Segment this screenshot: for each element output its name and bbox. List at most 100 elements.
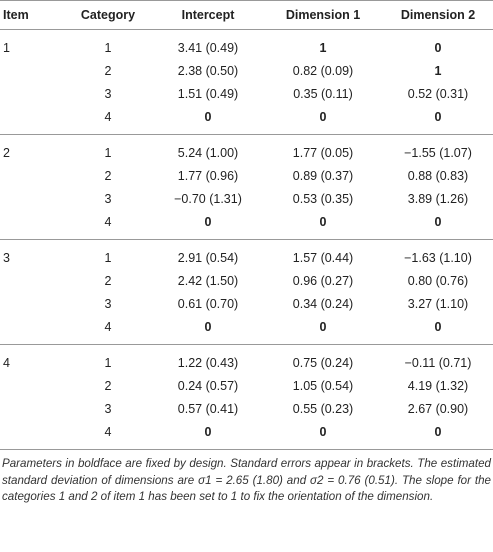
item-cell — [0, 210, 63, 240]
table-row: 4 0 0 0 — [0, 315, 493, 345]
table-cell: 0.53 (0.35) — [292, 191, 354, 206]
table-cell: 3 — [104, 296, 112, 311]
table-cell: 0.88 (0.83) — [407, 168, 469, 183]
table-cell: 0 — [434, 40, 442, 55]
table-cell: 3.41 (0.49) — [177, 40, 239, 55]
item-cell — [0, 164, 63, 187]
table-cell: 1.77 (0.05) — [292, 145, 354, 160]
table-cell: 1 — [104, 250, 112, 265]
item-cell: 4 — [3, 355, 10, 370]
column-header: Dimension 1 — [263, 0, 383, 30]
table-row: 3 0.61 (0.70) 0.34 (0.24) 3.27 (1.10) — [0, 292, 493, 315]
table-cell: 0.57 (0.41) — [177, 401, 239, 416]
table-row: 4 0 0 0 — [0, 105, 493, 135]
table-row: 4 1 1.22 (0.43) 0.75 (0.24) −0.11 (0.71) — [0, 345, 493, 375]
item-cell — [0, 82, 63, 105]
table-cell: 1 — [319, 40, 327, 55]
table-row: 3 0.57 (0.41) 0.55 (0.23) 2.67 (0.90) — [0, 397, 493, 420]
item-group: 1 1 3.41 (0.49) 1 0 2 2.38 (0.50) 0.82 (0.09) 1 3… — [0, 30, 493, 135]
table-cell: 0 — [434, 109, 442, 124]
table-cell: 2 — [104, 273, 112, 288]
table-row: 1 1 3.41 (0.49) 1 0 — [0, 30, 493, 60]
table-row: 3 1.51 (0.49) 0.35 (0.11) 0.52 (0.31) — [0, 82, 493, 105]
table-cell: 0.89 (0.37) — [292, 168, 354, 183]
item-cell — [0, 187, 63, 210]
column-header: Item — [0, 0, 63, 30]
table-cell: 3 — [104, 401, 112, 416]
table-row: 2 0.24 (0.57) 1.05 (0.54) 4.19 (1.32) — [0, 374, 493, 397]
table-row: 2 1.77 (0.96) 0.89 (0.37) 0.88 (0.83) — [0, 164, 493, 187]
table-cell: 0.34 (0.24) — [292, 296, 354, 311]
table-cell: 4 — [104, 109, 112, 124]
table-cell: 0 — [434, 424, 442, 439]
table-cell: 2 — [104, 378, 112, 393]
table-cell: 0.61 (0.70) — [177, 296, 239, 311]
item-cell: 2 — [3, 145, 10, 160]
table-cell: 2.91 (0.54) — [177, 250, 239, 265]
table-cell: 0.82 (0.09) — [292, 63, 354, 78]
table-row: 2 2.38 (0.50) 0.82 (0.09) 1 — [0, 59, 493, 82]
table-cell: 2.42 (1.50) — [177, 273, 239, 288]
table-cell: 4 — [104, 319, 112, 334]
table-cell: 3.89 (1.26) — [407, 191, 469, 206]
item-cell: 1 — [3, 40, 10, 55]
table-cell: 2.38 (0.50) — [177, 63, 239, 78]
table-cell: 0 — [434, 214, 442, 229]
item-cell — [0, 269, 63, 292]
parameter-table: Item Category Intercept Dimension 1 Dimensio… — [0, 0, 493, 450]
column-header: Dimension 2 — [383, 0, 493, 30]
table-cell: 0.75 (0.24) — [292, 355, 354, 370]
table-cell: 0 — [204, 214, 212, 229]
table-cell: 3 — [104, 191, 112, 206]
table-cell: 0 — [204, 424, 212, 439]
table-cell: 0.55 (0.23) — [292, 401, 354, 416]
table-cell: 0.52 (0.31) — [407, 86, 469, 101]
table-row: 4 0 0 0 — [0, 420, 493, 450]
item-cell — [0, 315, 63, 345]
table-cell: 3.27 (1.10) — [407, 296, 469, 311]
table-cell: 1.51 (0.49) — [177, 86, 239, 101]
item-cell — [0, 397, 63, 420]
item-cell — [0, 59, 63, 82]
table-cell: 4 — [104, 214, 112, 229]
table-row: 3 1 2.91 (0.54) 1.57 (0.44) −1.63 (1.10) — [0, 240, 493, 270]
item-cell — [0, 292, 63, 315]
item-group: 2 1 5.24 (1.00) 1.77 (0.05) −1.55 (1.07) 2 1.7… — [0, 135, 493, 240]
table-cell: 0 — [319, 214, 327, 229]
column-header: Intercept — [153, 0, 263, 30]
table-cell: 1 — [434, 63, 442, 78]
table-cell: 4 — [104, 424, 112, 439]
table-cell: 1 — [104, 355, 112, 370]
table-cell: 1.77 (0.96) — [177, 168, 239, 183]
table-cell: 1.57 (0.44) — [292, 250, 354, 265]
table-cell: 0.24 (0.57) — [177, 378, 239, 393]
table-row: 2 1 5.24 (1.00) 1.77 (0.05) −1.55 (1.07) — [0, 135, 493, 165]
table-cell: 1 — [104, 40, 112, 55]
item-cell: 3 — [3, 250, 10, 265]
item-cell — [0, 374, 63, 397]
item-group: 3 1 2.91 (0.54) 1.57 (0.44) −1.63 (1.10) 2 2.4… — [0, 240, 493, 345]
header-row: Item Category Intercept Dimension 1 Dimensio… — [0, 0, 493, 30]
table-cell: 0 — [204, 319, 212, 334]
table-cell: 5.24 (1.00) — [177, 145, 239, 160]
table-cell: 1.22 (0.43) — [177, 355, 239, 370]
table-cell: 0 — [319, 319, 327, 334]
footnote: Parameters in boldface are fixed by desi… — [2, 457, 491, 503]
column-header: Category — [63, 0, 153, 30]
table-cell: 0.96 (0.27) — [292, 273, 354, 288]
table-cell: −0.11 (0.71) — [404, 355, 472, 370]
item-cell — [0, 420, 63, 450]
table-row: 3 −0.70 (1.31) 0.53 (0.35) 3.89 (1.26) — [0, 187, 493, 210]
table-cell: 0.80 (0.76) — [407, 273, 469, 288]
table-cell: 0 — [319, 109, 327, 124]
table-cell: 2 — [104, 63, 112, 78]
table-cell: −1.55 (1.07) — [404, 145, 472, 160]
table-cell: 0 — [434, 319, 442, 334]
table-cell: −1.63 (1.10) — [404, 250, 472, 265]
table-cell: 3 — [104, 86, 112, 101]
table-cell: 1 — [104, 145, 112, 160]
item-cell — [0, 105, 63, 135]
table-cell: 4.19 (1.32) — [407, 378, 469, 393]
table-cell: −0.70 (1.31) — [174, 191, 242, 206]
